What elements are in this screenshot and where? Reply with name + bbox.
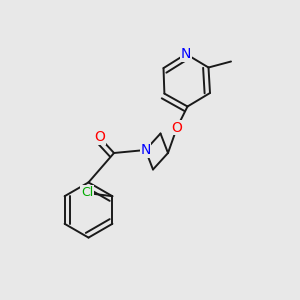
Text: N: N [140, 143, 151, 157]
Text: N: N [181, 47, 191, 61]
Text: Cl: Cl [81, 186, 93, 199]
Text: O: O [94, 130, 105, 144]
Text: O: O [172, 121, 182, 134]
